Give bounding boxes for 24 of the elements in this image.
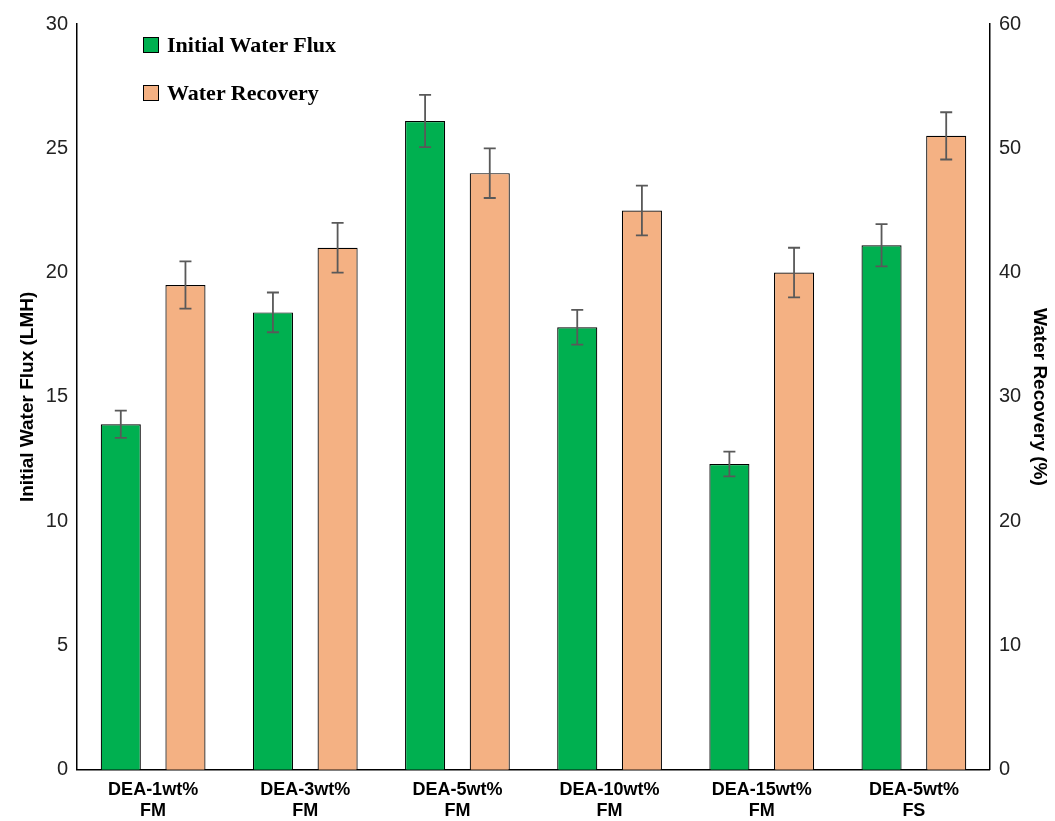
legend-label: Initial Water Flux [167,32,337,58]
y-tick-label: 15 [45,384,69,407]
x-tick-label: DEA-5wt% FM [412,778,503,821]
y-tick-label: 25 [45,135,69,158]
y2-tick-label: 10 [998,633,1022,656]
y2-tick-label: 20 [998,508,1022,531]
y2-tick-label: 50 [998,135,1022,158]
y-tick-label: 0 [56,757,69,780]
x-tick-label: DEA-15wt% FM [711,778,812,821]
y-axis-title: Initial Water Flux (LMH) [15,291,37,503]
y-tick-label: 30 [45,11,69,34]
y2-tick-label: 30 [998,384,1022,407]
x-tick-label: DEA-1wt% FM [108,778,199,821]
legend-label: Water Recovery [167,80,319,106]
y2-tick-label: 40 [998,260,1022,283]
y-tick-label: 10 [45,508,69,531]
y-tick-label: 5 [56,633,69,656]
x-tick-label: DEA-5wt% FS [868,778,959,821]
x-tick-label: DEA-10wt% FM [559,778,660,821]
y2-tick-label: 60 [998,11,1022,34]
y2-axis-title: Water Recovery (%) [1030,308,1052,486]
y-tick-label: 20 [45,260,69,283]
x-tick-label: DEA-3wt% FM [260,778,351,821]
y2-tick-label: 0 [998,757,1011,780]
